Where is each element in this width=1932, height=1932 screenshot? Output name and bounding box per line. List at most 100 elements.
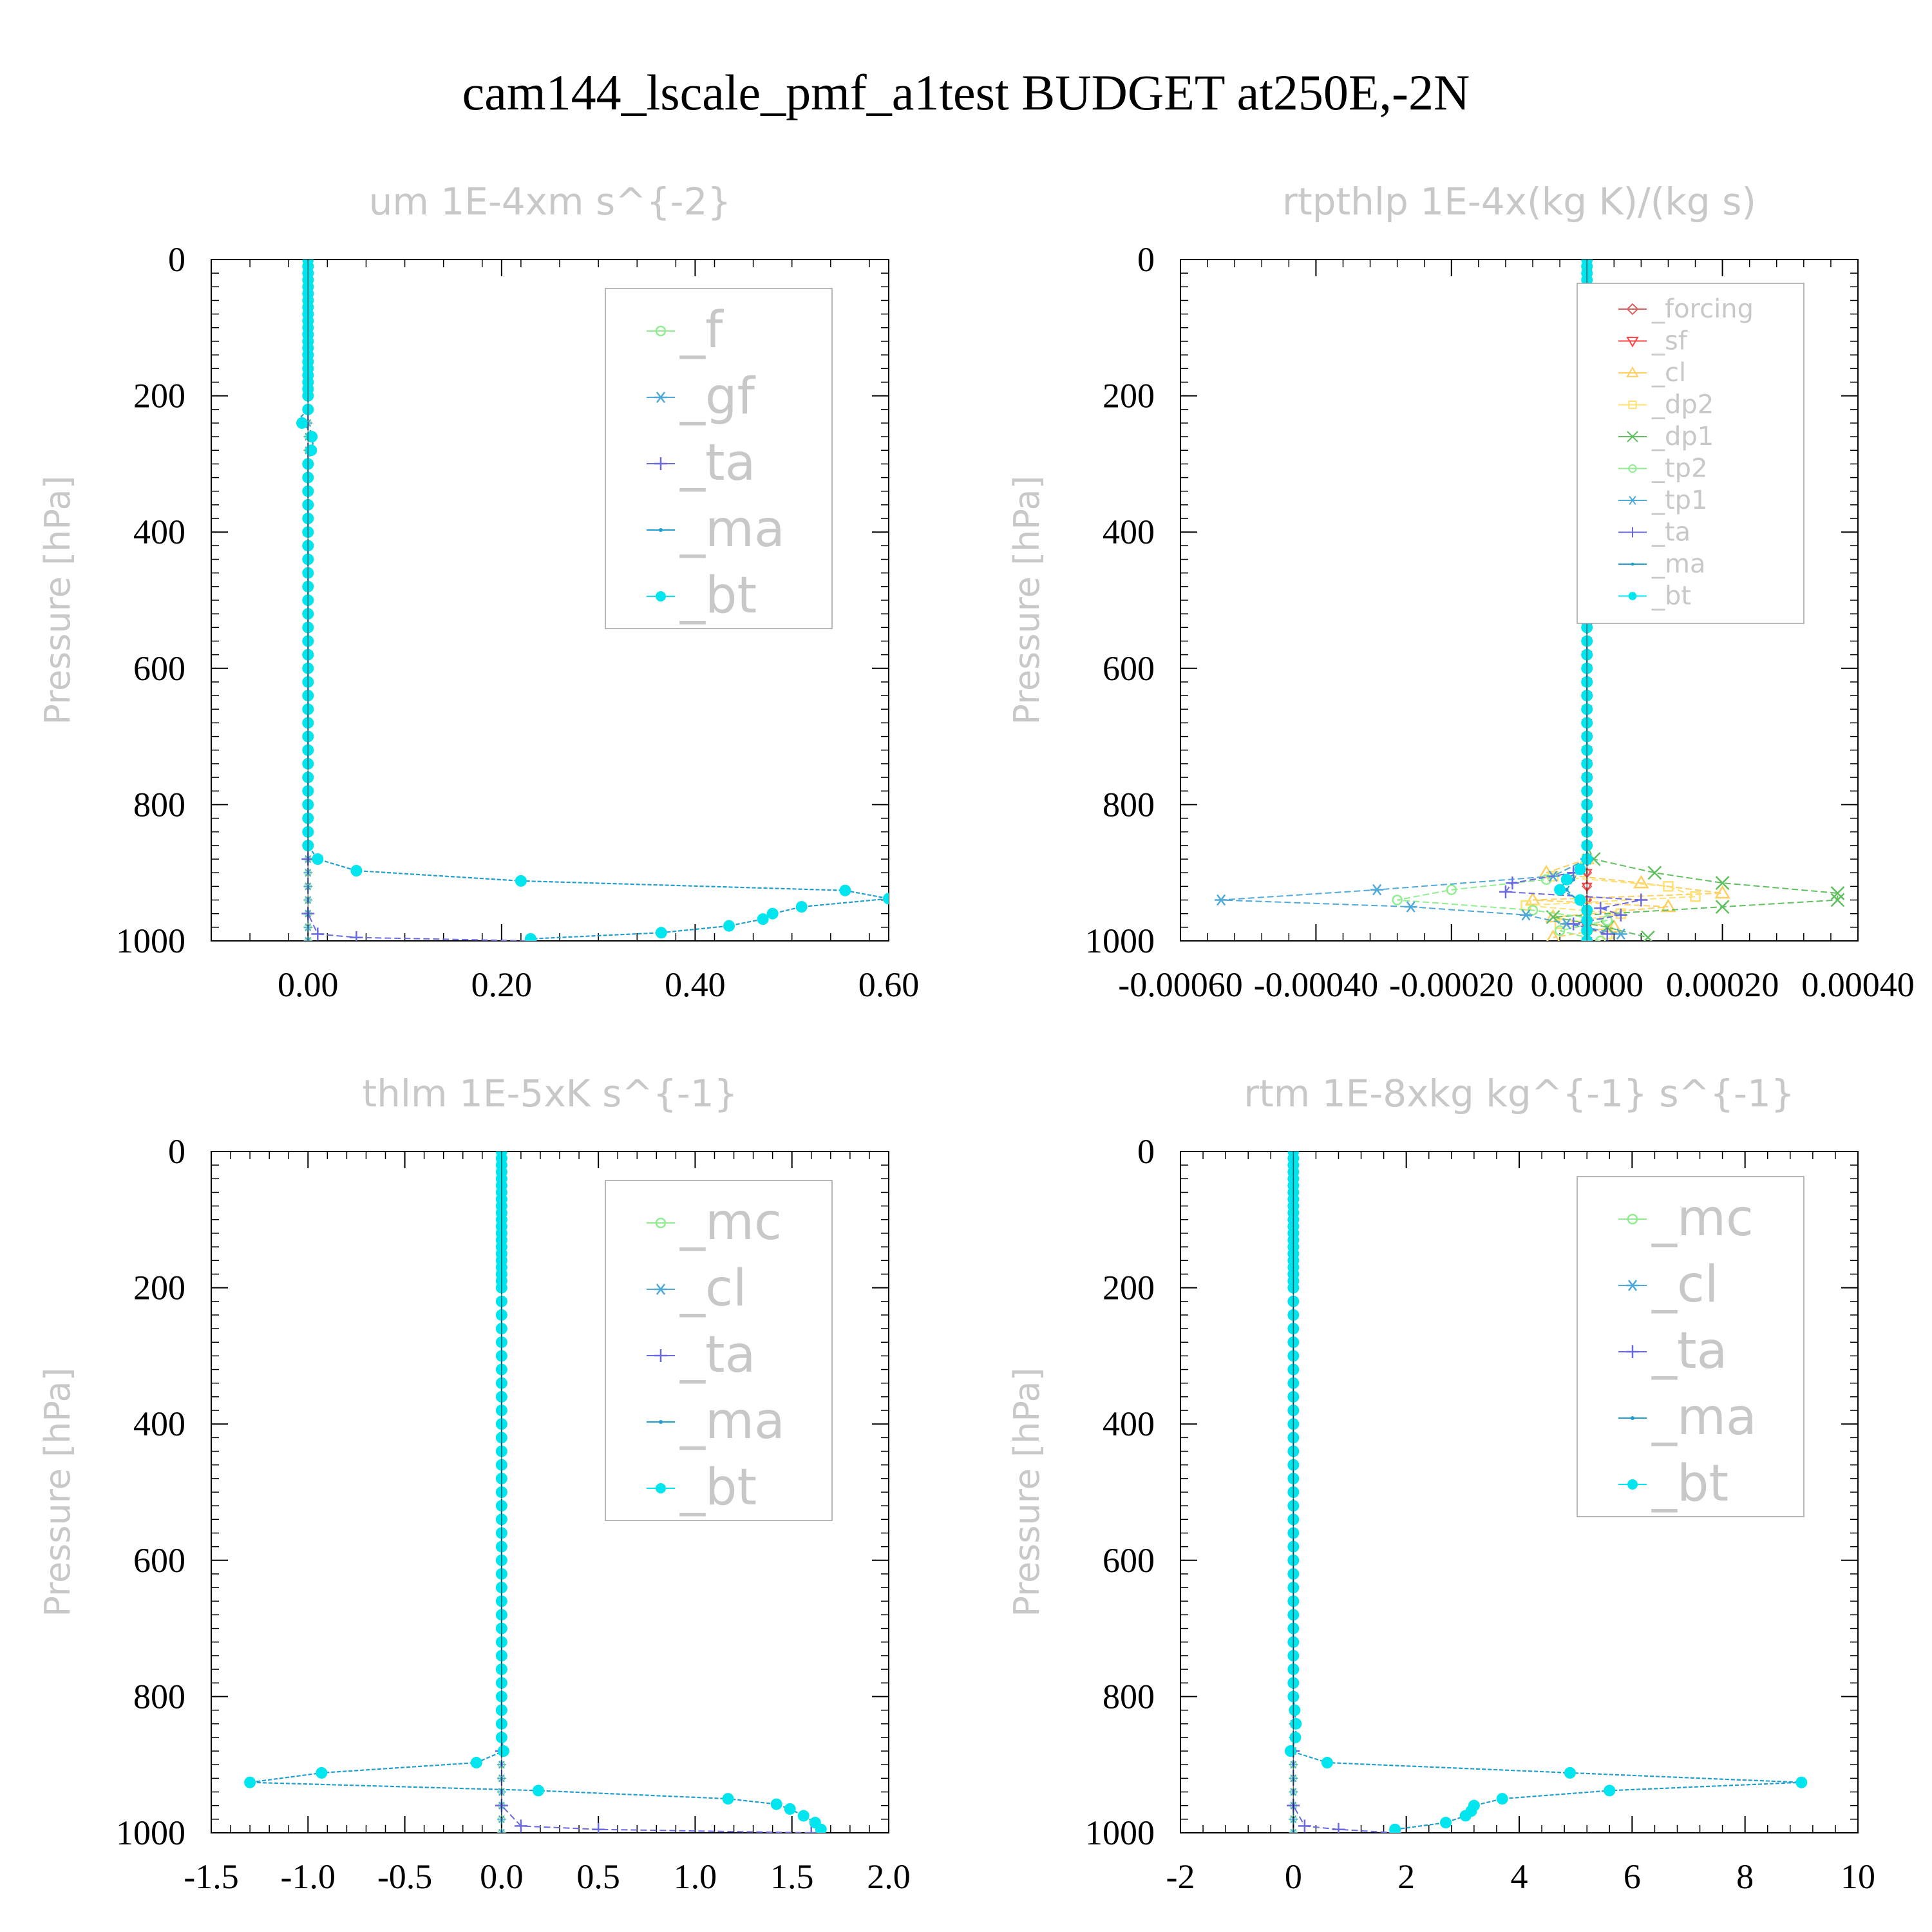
y-tick-label: 200 [1103, 1269, 1155, 1307]
x-tick-label: 1.5 [770, 1857, 814, 1896]
bt-point [306, 431, 318, 443]
panel-1: um 1E-4xm s^{-2} Pressure [hPa] 0.00 0.20 0.… [37, 180, 919, 1004]
x-tick-label: -2 [1166, 1857, 1195, 1896]
legend-entry: _bt [679, 567, 757, 625]
y-tick-label: 0 [1137, 240, 1155, 279]
bt-point [766, 907, 779, 920]
series-tp1 [1215, 260, 1627, 940]
bt-point [1289, 1704, 1301, 1716]
bt-point [1289, 1731, 1302, 1743]
legend-entry: _ta [679, 434, 755, 492]
x-tick-label: 0.5 [576, 1857, 620, 1896]
bt-point [784, 1803, 796, 1815]
y-axis-label: Pressure [hPa] [37, 475, 78, 724]
bt-point [1604, 1785, 1616, 1797]
bt-point [1389, 1823, 1401, 1833]
bt-point [532, 1785, 544, 1797]
bt-point [1574, 863, 1586, 875]
bt-point [316, 1766, 328, 1779]
bt-point [1284, 1745, 1296, 1757]
legend-entry: _dp1 [1651, 422, 1714, 451]
bt-point [244, 1776, 256, 1788]
legend-entry: _ta [1651, 1322, 1727, 1380]
x-tick-label: 0.00000 [1530, 965, 1643, 1004]
bt-point [722, 1793, 734, 1805]
bt-point [1290, 1718, 1302, 1730]
y-tick-label: 800 [133, 1677, 185, 1716]
bt-point [770, 1798, 782, 1810]
x-tick-label: 0.00040 [1801, 965, 1915, 1004]
bt-point [723, 920, 735, 932]
legend-entry: _cl [1651, 1256, 1719, 1314]
panel-title: thlm 1E-5xK s^{-1} [362, 1072, 737, 1115]
y-tick-label: 800 [1103, 785, 1155, 824]
bt-point [1554, 884, 1566, 896]
plot-area [296, 260, 889, 941]
bt-point [1795, 1776, 1808, 1788]
y-axis-label: Pressure [hPa] [37, 1367, 78, 1616]
bt-point [1560, 873, 1573, 886]
legend-entry: _ta [679, 1326, 755, 1384]
legend-entry: _cl [1651, 358, 1686, 388]
bt-point [524, 933, 536, 941]
x-tick-label: 0.0 [480, 1857, 524, 1896]
legend-entry: _ma [679, 500, 785, 558]
series-ta [1287, 1151, 1402, 1833]
legend-entry: _mc [679, 1193, 782, 1251]
plot-area [1284, 1151, 1808, 1833]
series-dp1 [1546, 260, 1845, 941]
bt-point [312, 853, 324, 866]
panel-title: um 1E-4xm s^{-2} [369, 180, 732, 223]
bt-point [1564, 1766, 1576, 1779]
y-tick-label: 0 [1137, 1132, 1155, 1171]
plot-area [244, 1151, 827, 1833]
legend-entry: _tp2 [1651, 453, 1708, 483]
x-tick-label: -0.00060 [1118, 965, 1242, 1004]
legend-entry: _mc [1651, 1189, 1754, 1247]
y-tick-label: 800 [1103, 1677, 1155, 1716]
legend-entry: _forcing [1651, 294, 1754, 324]
x-tick-label: 2 [1397, 1857, 1415, 1896]
legend: _mc _cl _ta _ma _bt [1577, 1176, 1804, 1517]
x-tick-label: 10 [1841, 1857, 1875, 1896]
legend-entry: _f [679, 301, 724, 359]
y-tick-label: 400 [1103, 1405, 1155, 1443]
x-tick-label: 0.60 [858, 965, 920, 1004]
bt-point [350, 865, 363, 877]
bt-point [305, 444, 317, 457]
bt-point [655, 927, 667, 939]
panel-4: rtm 1E-8xkg kg^{-1} s^{-1} Pressure [hPa]… [1007, 1072, 1875, 1896]
legend-entry: _gf [679, 368, 756, 426]
bt-point [497, 1745, 509, 1757]
y-tick-label: 1000 [1085, 922, 1155, 960]
y-tick-label: 400 [1103, 513, 1155, 551]
y-tick-label: 1000 [116, 922, 185, 960]
x-tick-label: -1.5 [184, 1857, 238, 1896]
bt-point [1459, 1810, 1472, 1822]
bt-point [1496, 1793, 1508, 1805]
legend-entry: _bt [679, 1459, 757, 1517]
bt-point [296, 417, 308, 429]
legend-entry: _cl [679, 1260, 747, 1318]
x-tick-label: -1.0 [281, 1857, 336, 1896]
y-axis-label: Pressure [hPa] [1007, 1367, 1047, 1616]
x-tick-label: 2.0 [867, 1857, 911, 1896]
legend-entry: _tp1 [1651, 486, 1708, 515]
panel-title: rtpthlp 1E-4x(kg K)/(kg s) [1282, 180, 1756, 223]
legend-entry: _bt [1651, 1455, 1728, 1513]
y-axis-label: Pressure [hPa] [1007, 475, 1047, 724]
legend: _mc _cl _ta _ma _bt [605, 1180, 833, 1521]
legend-entry: _sf [1651, 326, 1688, 355]
y-tick-label: 200 [133, 377, 185, 415]
x-tick-label: 0.20 [471, 965, 533, 1004]
panel-3: thlm 1E-5xK s^{-1} Pressure [hPa] -1.5 -1.0… [37, 1072, 911, 1896]
x-tick-label: 0 [1285, 1857, 1302, 1896]
panel-title: rtm 1E-8xkg kg^{-1} s^{-1} [1244, 1072, 1795, 1115]
y-tick-label: 200 [1103, 377, 1155, 415]
legend-entry: _dp2 [1651, 390, 1714, 419]
panel-2: rtpthlp 1E-4x(kg K)/(kg s) Pressure [hPa]… [1007, 180, 1915, 1004]
x-tick-label: 0.40 [665, 965, 726, 1004]
legend: _forcing_sf _cl_dp2 _dp1_tp2 _tp1_ta_ma_bt [1577, 283, 1804, 624]
y-tick-label: 0 [168, 240, 185, 279]
y-tick-label: 800 [133, 785, 185, 824]
